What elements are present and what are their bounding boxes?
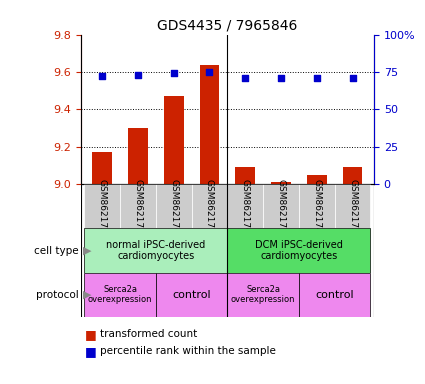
Bar bbox=[299, 273, 371, 317]
Text: GSM862171: GSM862171 bbox=[205, 179, 214, 234]
Bar bbox=[156, 184, 192, 228]
Text: transformed count: transformed count bbox=[100, 329, 197, 339]
Bar bbox=[227, 228, 371, 273]
Title: GDS4435 / 7965846: GDS4435 / 7965846 bbox=[157, 18, 298, 32]
Point bbox=[313, 75, 320, 81]
Bar bbox=[84, 273, 156, 317]
Bar bbox=[263, 184, 299, 228]
Bar bbox=[120, 184, 156, 228]
Text: cell type: cell type bbox=[34, 245, 79, 256]
Bar bbox=[334, 184, 371, 228]
Point bbox=[135, 72, 142, 78]
Text: ▶: ▶ bbox=[83, 245, 91, 256]
Bar bbox=[84, 184, 120, 228]
Point bbox=[206, 69, 213, 75]
Text: control: control bbox=[315, 290, 354, 300]
Bar bbox=[227, 273, 299, 317]
Bar bbox=[156, 273, 227, 317]
Bar bbox=[192, 184, 227, 228]
Text: ■: ■ bbox=[85, 345, 97, 358]
Bar bbox=[200, 65, 219, 184]
Bar bbox=[343, 167, 363, 184]
Text: GSM862172: GSM862172 bbox=[98, 179, 107, 234]
Bar bbox=[227, 184, 263, 228]
Text: Serca2a
overexpression: Serca2a overexpression bbox=[231, 285, 295, 305]
Text: ■: ■ bbox=[85, 328, 97, 341]
Text: GSM862173: GSM862173 bbox=[133, 179, 142, 234]
Text: percentile rank within the sample: percentile rank within the sample bbox=[100, 346, 276, 356]
Bar bbox=[164, 96, 184, 184]
Bar bbox=[235, 167, 255, 184]
Text: protocol: protocol bbox=[36, 290, 79, 300]
Text: DCM iPSC-derived
cardiomyocytes: DCM iPSC-derived cardiomyocytes bbox=[255, 240, 343, 262]
Bar bbox=[128, 128, 148, 184]
Text: GSM862177: GSM862177 bbox=[277, 179, 286, 234]
Bar bbox=[271, 182, 291, 184]
Text: GSM862174: GSM862174 bbox=[312, 179, 321, 234]
Point bbox=[349, 75, 356, 81]
Point bbox=[99, 73, 105, 79]
Text: GSM862170: GSM862170 bbox=[169, 179, 178, 234]
Point bbox=[278, 75, 284, 81]
Text: ▶: ▶ bbox=[83, 290, 91, 300]
Point bbox=[170, 70, 177, 76]
Text: GSM862176: GSM862176 bbox=[241, 179, 250, 234]
Text: Serca2a
overexpression: Serca2a overexpression bbox=[88, 285, 152, 305]
Text: normal iPSC-derived
cardiomyocytes: normal iPSC-derived cardiomyocytes bbox=[106, 240, 205, 262]
Bar bbox=[92, 152, 112, 184]
Bar bbox=[299, 184, 334, 228]
Bar bbox=[307, 175, 327, 184]
Point bbox=[242, 75, 249, 81]
Text: GSM862175: GSM862175 bbox=[348, 179, 357, 234]
Text: control: control bbox=[172, 290, 211, 300]
Bar bbox=[84, 228, 227, 273]
